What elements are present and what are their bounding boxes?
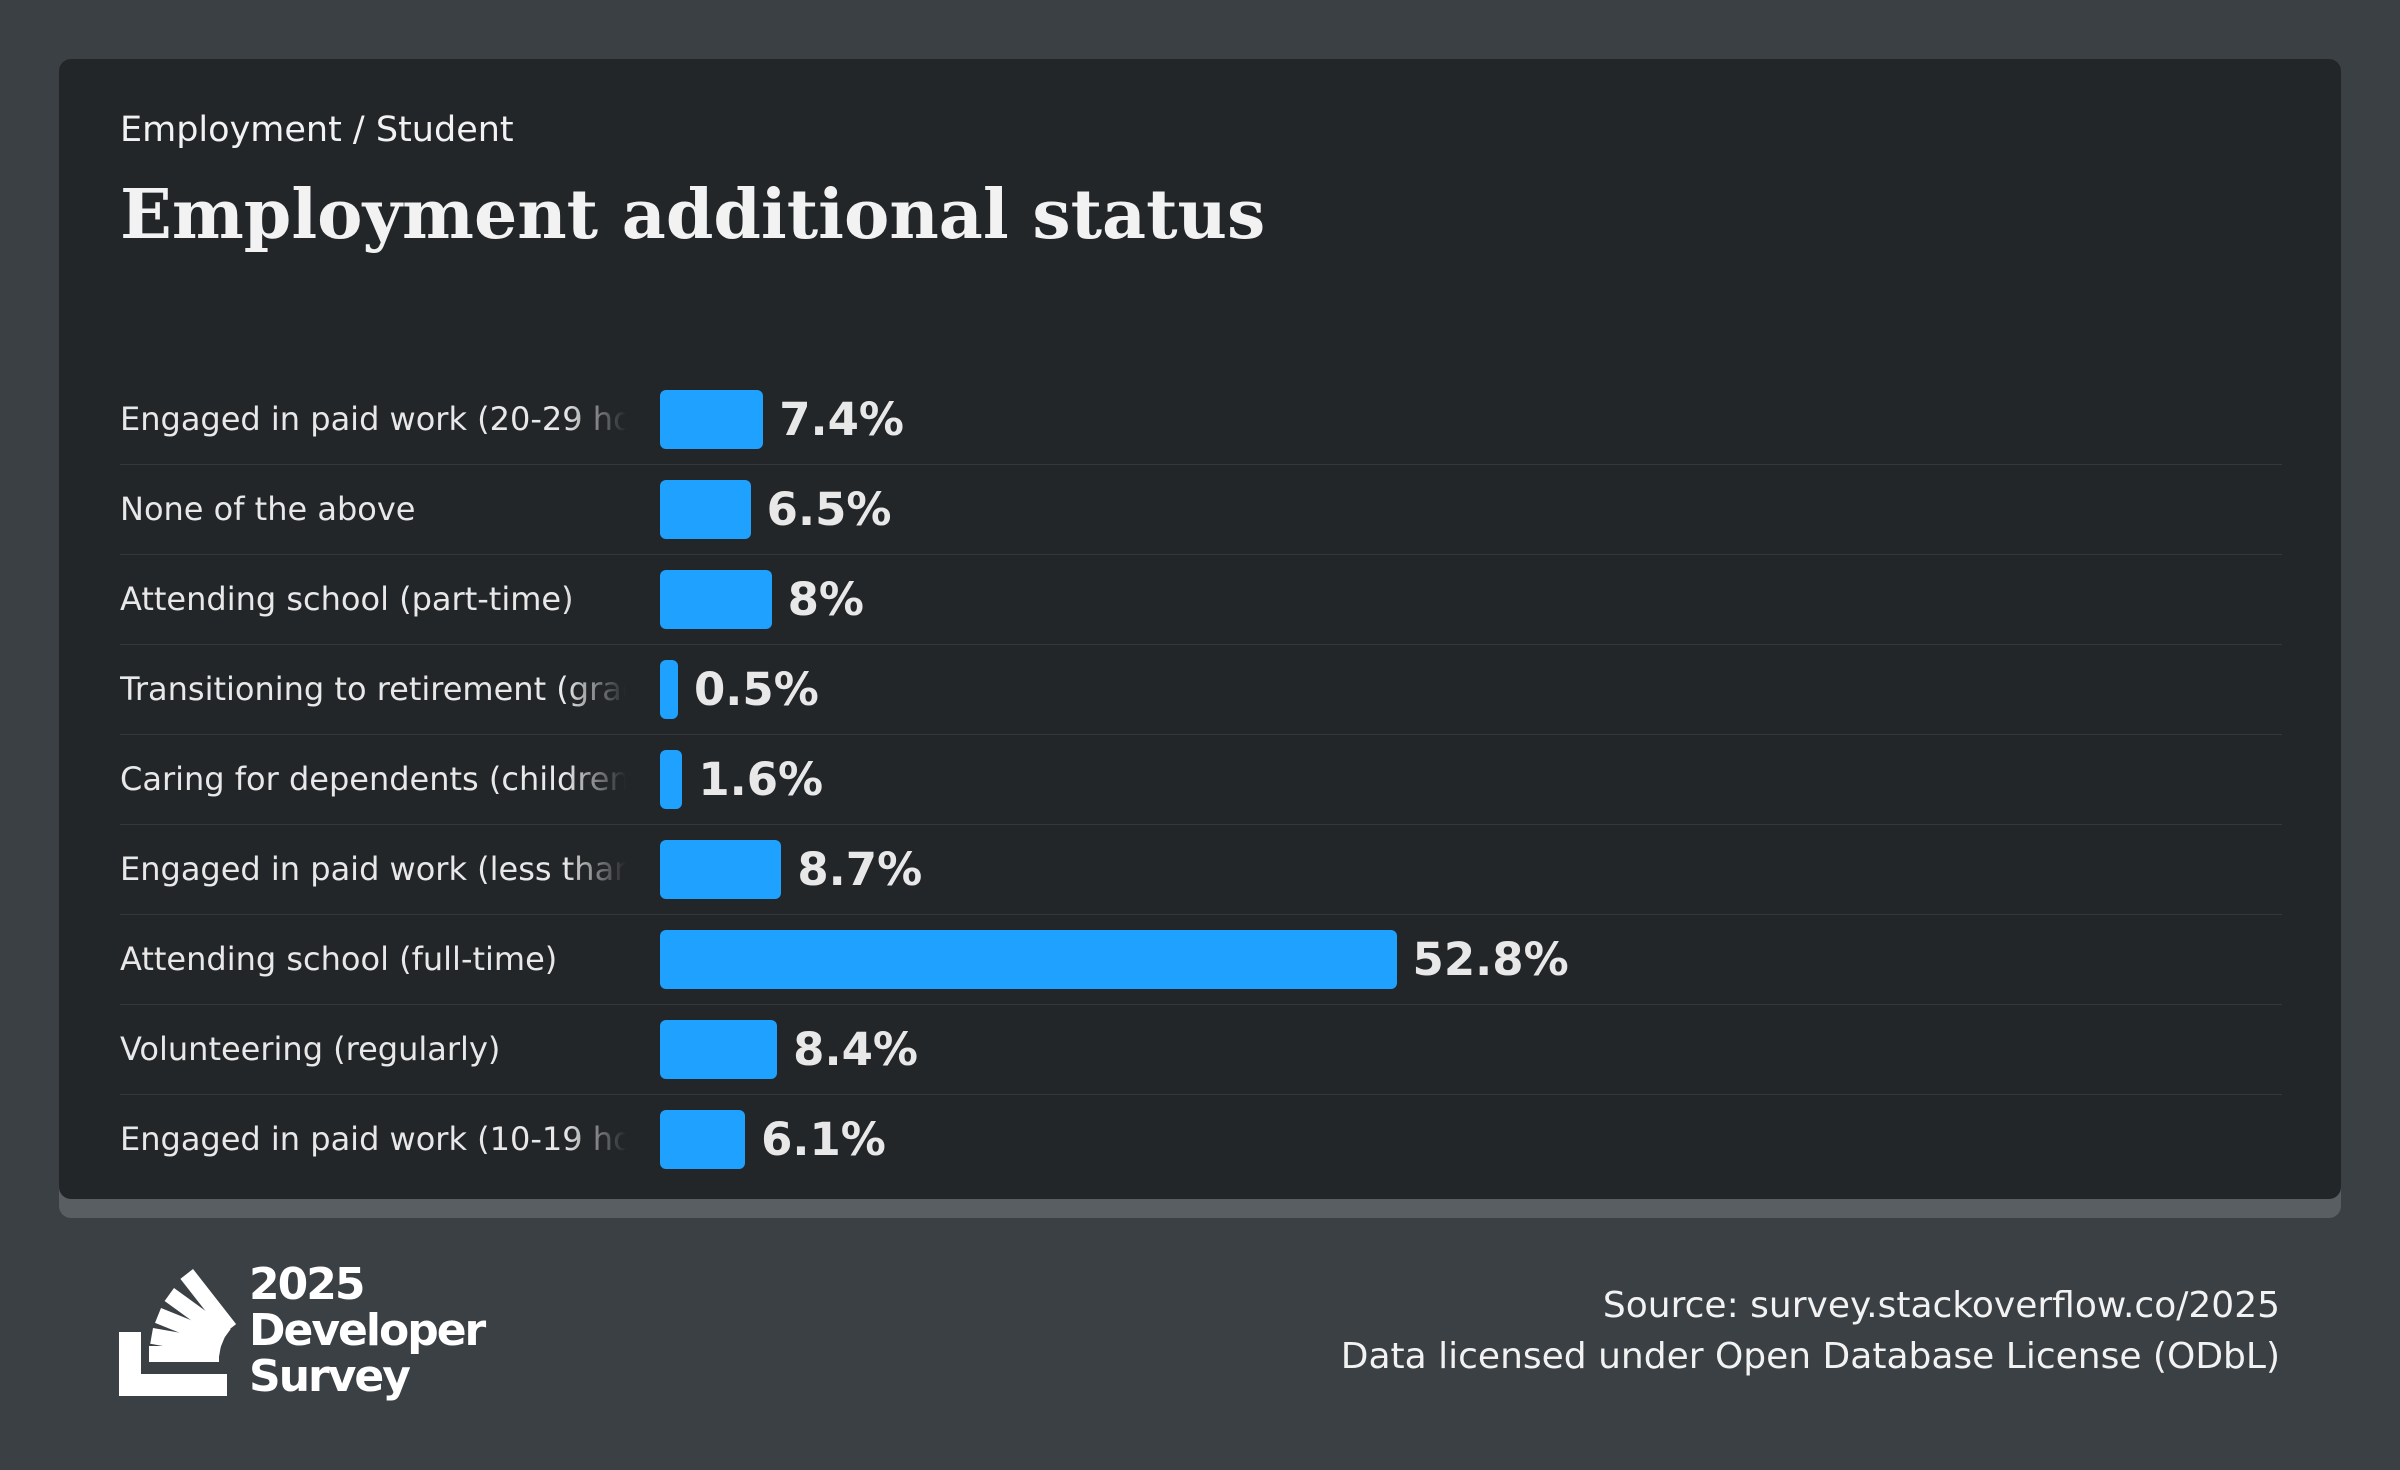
value-label: 52.8% — [1412, 933, 1569, 986]
bar-row: Engaged in paid work (less than 10 hours… — [120, 825, 2282, 915]
stack-logo-icon — [119, 1269, 237, 1396]
bar — [660, 930, 1397, 989]
value-label: 8% — [787, 573, 864, 626]
bar-row: Engaged in paid work (20-29 hours per we… — [120, 375, 2282, 465]
breadcrumb: Employment / Student — [120, 110, 514, 150]
bar — [660, 390, 764, 449]
category-label: Engaged in paid work (20-29 hours per we… — [120, 400, 626, 438]
bar — [660, 750, 683, 809]
bar-chart: Engaged in paid work (20-29 hours per we… — [120, 375, 2282, 1185]
bar-row: Volunteering (regularly) 8.4% — [120, 1005, 2282, 1095]
category-label: Engaged in paid work (less than 10 hours… — [120, 850, 626, 888]
bar-row: Caring for dependents (children, elderly… — [120, 735, 2282, 825]
value-label: 6.5% — [766, 483, 892, 536]
category-label: Caring for dependents (children, elderly… — [120, 760, 626, 798]
category-label: Transitioning to retirement (gradually r… — [120, 670, 626, 708]
footer-attribution: Source: survey.stackoverflow.co/2025 Dat… — [1341, 1280, 2280, 1382]
category-label: Attending school (part-time) — [120, 580, 574, 618]
source-text: Source: survey.stackoverflow.co/2025 — [1602, 1285, 2280, 1326]
chart-title: Employment additional status — [120, 175, 1266, 255]
logo-line1: Developer — [249, 1305, 486, 1356]
logo-text: 2025 Developer Survey — [249, 1259, 486, 1402]
bar-row: Attending school (part-time) 8% — [120, 555, 2282, 645]
value-label: 0.5% — [694, 663, 819, 716]
category-label: Attending school (full-time) — [120, 940, 558, 978]
survey-logo: 2025 Developer Survey — [119, 1260, 499, 1410]
category-label: Engaged in paid work (10-19 hours per we… — [120, 1120, 626, 1158]
bar-row: Engaged in paid work (10-19 hours per we… — [120, 1095, 2282, 1185]
bar — [660, 1110, 746, 1169]
value-label: 7.4% — [779, 393, 905, 446]
chart-card: Employment / Student Employment addition… — [59, 59, 2341, 1199]
value-label: 1.6% — [698, 753, 824, 806]
bar-row: None of the above 6.5% — [120, 465, 2282, 555]
category-label: Volunteering (regularly) — [120, 1030, 501, 1068]
bar — [660, 840, 782, 899]
value-label: 8.4% — [793, 1023, 918, 1076]
logo-year: 2025 — [249, 1259, 365, 1310]
bar — [660, 660, 678, 719]
logo-line2: Survey — [249, 1351, 411, 1402]
value-label: 8.7% — [797, 843, 923, 896]
bar — [660, 570, 772, 629]
value-label: 6.1% — [761, 1113, 886, 1166]
bar-row: Transitioning to retirement (gradually r… — [120, 645, 2282, 735]
category-label: None of the above — [120, 490, 416, 528]
bar-row: Attending school (full-time) 52.8% — [120, 915, 2282, 1005]
bar — [660, 480, 751, 539]
license-text: Data licensed under Open Database Licens… — [1340, 1336, 2280, 1377]
bar — [660, 1020, 778, 1079]
